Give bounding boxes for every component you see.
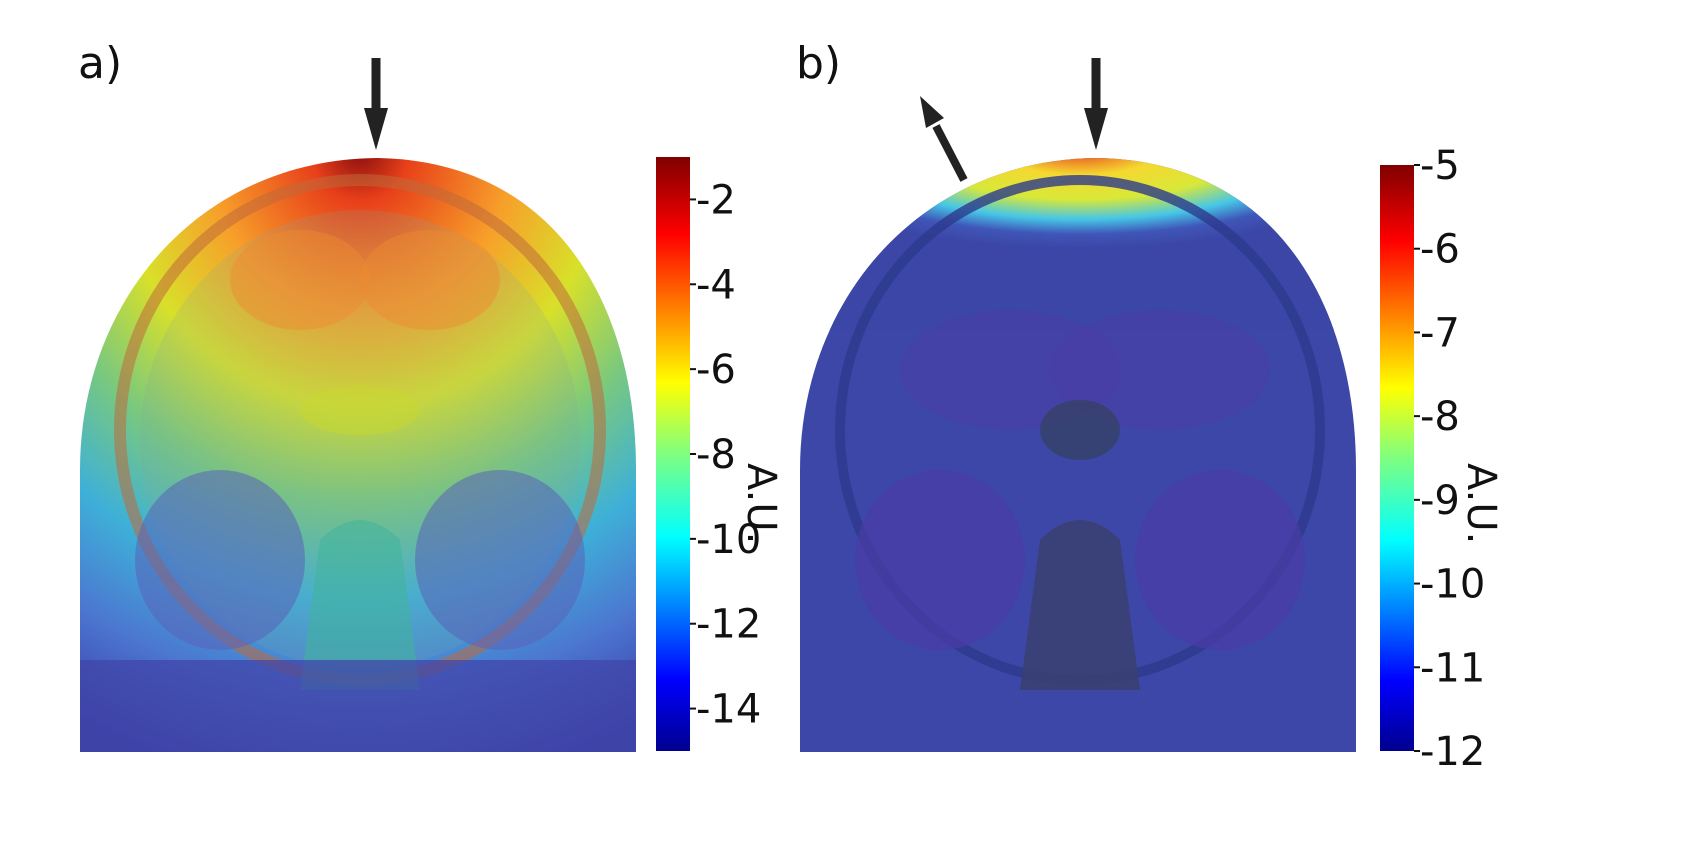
colorbar-tick-label: -12 [1420,729,1485,775]
colorbar-tick-label: -10 [1420,562,1485,608]
panel-b-diagonal-arrow-icon [920,96,968,182]
colorbar-tick-label: -11 [1420,645,1485,691]
panel-a-head-image [80,158,636,752]
panel-b-colorbar: -5 -6 -7 -8 -9 -10 -11 -12 A.U. [1380,143,1504,775]
colorbar-tick-label: -6 [1420,227,1460,273]
panel-a-colorbar-gradient [656,157,690,751]
panel-b-label: b) [796,38,841,89]
colorbar-tick-label: -12 [696,602,761,648]
colorbar-tick-label: -8 [1420,394,1460,440]
panel-b-head-image [800,158,1356,752]
panel-b-arrow-icon [1084,58,1108,150]
panel-b-colorbar-gradient [1380,165,1414,751]
colorbar-tick-label: -5 [1420,143,1460,189]
colorbar-tick-label: -4 [696,262,736,308]
panel-a: a) -2 -4 -6 -8 -10 -12 -14 A.U. [78,38,784,752]
panel-b: b) -5 -6 -7 -8 -9 -10 -11 -12 A.U. [796,38,1504,775]
colorbar-tick-label: -9 [1420,478,1460,524]
colorbar-tick-label: -6 [696,347,736,393]
panel-a-colorbar: -2 -4 -6 -8 -10 -12 -14 A.U. [656,157,784,751]
colorbar-tick-label: -2 [696,177,736,223]
colorbar-tick-label: -10 [696,517,761,563]
colorbar-tick-label: -7 [1420,310,1460,356]
colorbar-tick-label: -14 [696,687,761,733]
panel-a-colorbar-unit: A.U. [738,463,784,544]
panel-b-colorbar-unit: A.U. [1458,463,1504,544]
panel-a-label: a) [78,38,122,89]
colorbar-tick-label: -8 [696,432,736,478]
panel-a-arrow-icon [364,58,388,150]
